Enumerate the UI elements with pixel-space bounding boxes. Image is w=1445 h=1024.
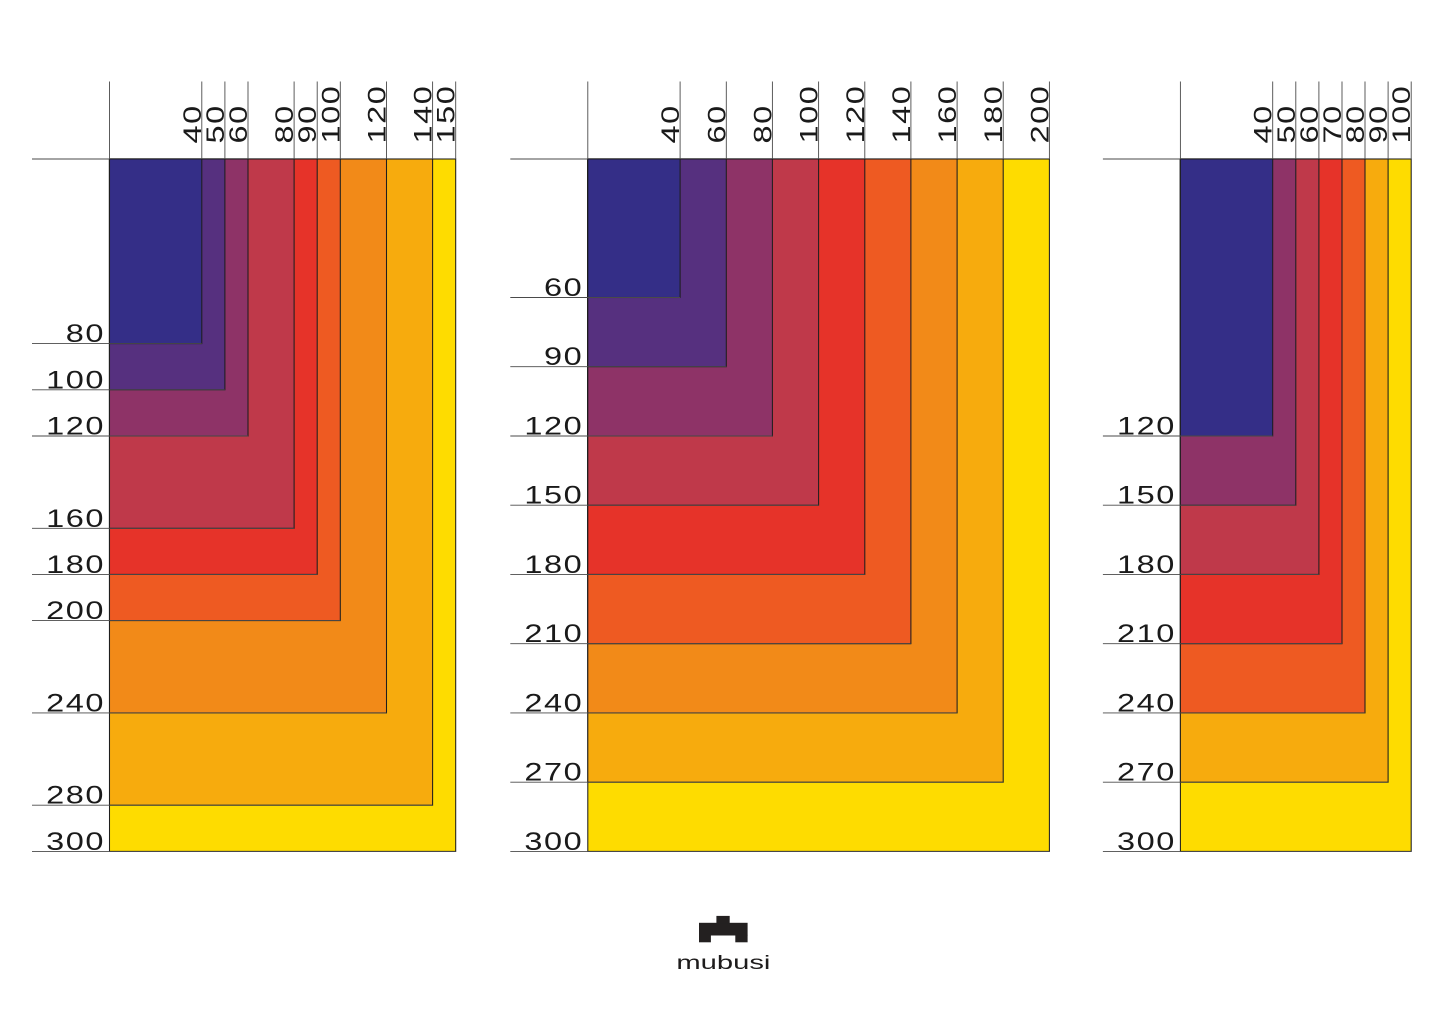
svg-text:300: 300 xyxy=(1117,828,1176,856)
svg-text:100: 100 xyxy=(318,85,346,144)
svg-text:50: 50 xyxy=(202,104,230,143)
svg-text:300: 300 xyxy=(46,828,105,856)
svg-text:60: 60 xyxy=(1296,104,1324,143)
svg-text:240: 240 xyxy=(46,690,105,718)
svg-text:160: 160 xyxy=(46,505,105,533)
svg-text:100: 100 xyxy=(1389,85,1417,144)
svg-text:120: 120 xyxy=(364,85,392,144)
svg-text:270: 270 xyxy=(1117,759,1176,787)
svg-text:40: 40 xyxy=(1250,104,1278,143)
svg-text:40: 40 xyxy=(658,104,686,143)
svg-text:180: 180 xyxy=(981,85,1009,144)
svg-text:150: 150 xyxy=(1117,482,1176,510)
svg-text:210: 210 xyxy=(524,621,583,649)
svg-text:180: 180 xyxy=(46,551,105,579)
svg-text:180: 180 xyxy=(1117,551,1176,579)
svg-text:120: 120 xyxy=(524,413,583,441)
svg-text:270: 270 xyxy=(524,759,583,787)
svg-text:60: 60 xyxy=(225,104,253,143)
svg-text:120: 120 xyxy=(1117,413,1176,441)
svg-text:80: 80 xyxy=(750,104,778,143)
svg-text:90: 90 xyxy=(544,344,583,372)
svg-text:80: 80 xyxy=(66,321,105,349)
svg-text:140: 140 xyxy=(410,85,438,144)
svg-text:90: 90 xyxy=(295,104,323,143)
svg-text:150: 150 xyxy=(433,85,461,144)
svg-text:200: 200 xyxy=(1027,85,1055,144)
svg-text:280: 280 xyxy=(46,782,105,810)
svg-text:240: 240 xyxy=(524,690,583,718)
svg-text:70: 70 xyxy=(1319,104,1347,143)
svg-text:240: 240 xyxy=(1117,690,1176,718)
svg-text:210: 210 xyxy=(1117,621,1176,649)
svg-text:80: 80 xyxy=(272,104,300,143)
svg-text:100: 100 xyxy=(796,85,824,144)
svg-text:90: 90 xyxy=(1366,104,1394,143)
svg-text:150: 150 xyxy=(524,482,583,510)
svg-text:mubusi: mubusi xyxy=(676,953,770,974)
svg-text:120: 120 xyxy=(46,413,105,441)
svg-text:60: 60 xyxy=(704,104,732,143)
svg-text:120: 120 xyxy=(842,85,870,144)
svg-text:80: 80 xyxy=(1342,104,1370,143)
svg-text:300: 300 xyxy=(524,828,583,856)
svg-text:160: 160 xyxy=(935,85,963,144)
svg-text:50: 50 xyxy=(1273,104,1301,143)
svg-text:180: 180 xyxy=(524,551,583,579)
svg-text:40: 40 xyxy=(179,104,207,143)
svg-text:60: 60 xyxy=(544,274,583,302)
svg-text:200: 200 xyxy=(46,598,105,626)
svg-text:140: 140 xyxy=(888,85,916,144)
svg-text:100: 100 xyxy=(46,367,105,395)
